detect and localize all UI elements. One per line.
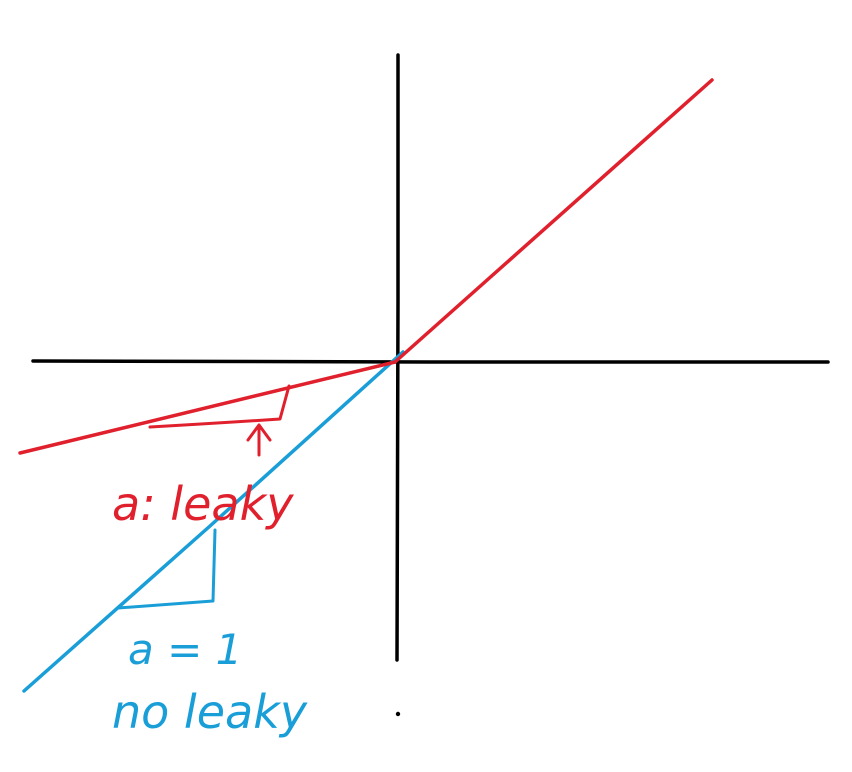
x-axis [31, 359, 830, 364]
dot-icon [395, 711, 401, 717]
leaky-relu-group [18, 78, 714, 457]
leaky-slope-label: a: leaky [112, 477, 294, 531]
leaky-slope-bracket [148, 384, 291, 429]
leaky-relu-negative-segment [18, 360, 397, 455]
up-arrow-icon [246, 423, 272, 457]
identity-line-group [22, 350, 405, 693]
leaky-relu-positive-segment [393, 78, 714, 364]
identity-line [22, 350, 405, 693]
identity-slope-label: a = 1 [128, 625, 242, 674]
identity-caption-label: no leaky [112, 685, 308, 739]
identity-slope-triangle [116, 528, 217, 610]
axes [31, 53, 830, 717]
y-axis [395, 53, 400, 662]
